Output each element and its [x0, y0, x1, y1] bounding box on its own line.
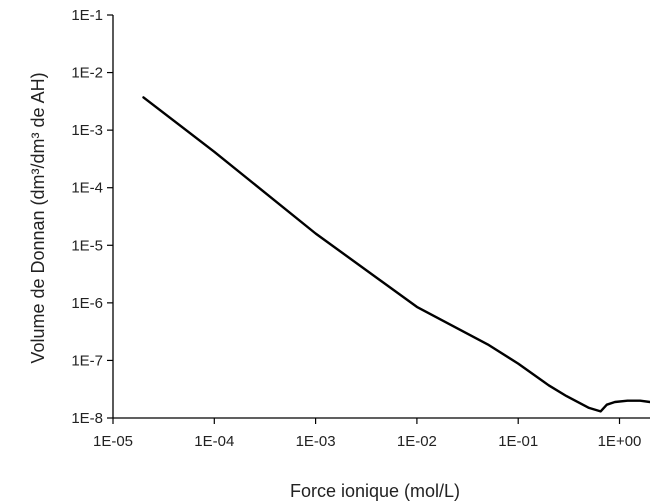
- series-line-1: [142, 96, 650, 413]
- x-tick-labels: 1E-05 1E-04 1E-03 1E-02 1E-01 1E+00: [93, 418, 641, 450]
- y-tick-label: 1E-7: [71, 352, 103, 369]
- y-tick-label: 1E-5: [71, 237, 103, 254]
- y-tick-label: 1E-6: [71, 295, 103, 312]
- axes: [112, 15, 650, 419]
- y-axis-title: Volume de Donnan (dm³/dm³ de AH): [28, 72, 48, 363]
- y-tick-label: 1E-1: [71, 7, 103, 24]
- y-tick-label: 1E-3: [71, 122, 103, 139]
- x-tick-label: 1E-05: [93, 433, 133, 450]
- series: [142, 96, 650, 413]
- x-tick-label: 1E+00: [598, 433, 642, 450]
- x-tick-label: 1E-04: [194, 433, 234, 450]
- x-axis-title: Force ionique (mol/L): [290, 481, 460, 501]
- x-tick-label: 1E-02: [397, 433, 437, 450]
- y-tick-label: 1E-4: [71, 180, 103, 197]
- x-tick-label: 1E-01: [498, 433, 538, 450]
- x-tick-label: 1E-03: [296, 433, 336, 450]
- y-tick-label: 1E-8: [71, 410, 103, 427]
- y-tick-label: 1E-2: [71, 65, 103, 82]
- y-tick-labels: 1E-8 1E-7 1E-6 1E-5 1E-4 1E-3 1E-2 1E-1: [71, 7, 113, 427]
